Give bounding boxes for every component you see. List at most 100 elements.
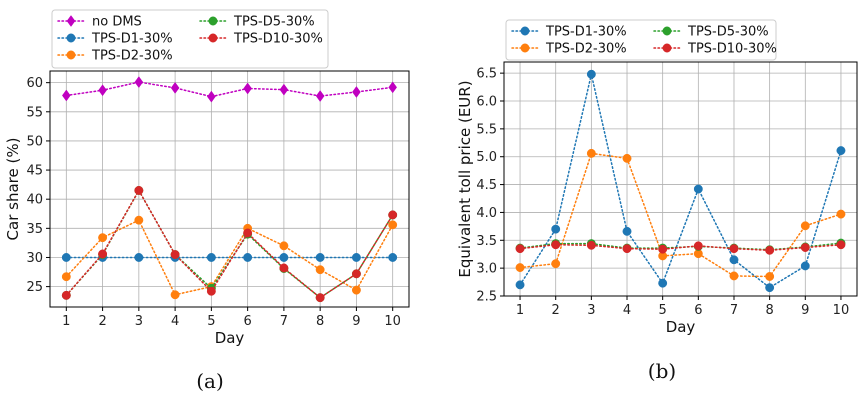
data-point (515, 244, 525, 254)
data-point (729, 255, 739, 265)
legend-box (51, 9, 329, 69)
series-line (65, 219, 394, 296)
x-axis-label: Day (215, 329, 245, 347)
data-point (388, 253, 398, 262)
series-line (65, 81, 394, 98)
x-tick-label: 10 (384, 314, 401, 329)
data-point (279, 83, 289, 96)
data-point (243, 82, 252, 95)
legend-item: TPS-D2-30% (57, 49, 173, 64)
legend-item: TPS-D10-30% (653, 42, 777, 57)
legend-label: TPS-D2-30% (545, 42, 627, 57)
data-point (98, 84, 107, 97)
legend-marker (66, 50, 76, 60)
data-point (765, 272, 775, 281)
data-point (551, 240, 561, 250)
y-tick-label: 35 (26, 222, 43, 237)
series-group (61, 76, 398, 303)
data-point (586, 148, 596, 158)
legend-item: TPS-D1-30% (57, 32, 173, 47)
data-point (352, 86, 361, 98)
y-axis-label: Car share (%) (4, 138, 22, 241)
data-point (134, 186, 144, 195)
x-tick-label: 5 (659, 303, 667, 318)
legend-label: TPS-D10-30% (687, 42, 777, 57)
series-tps-d10-30 (61, 186, 398, 303)
subfigure-caption: (a) (196, 369, 224, 393)
data-point (658, 244, 668, 254)
y-tick-label: 6.0 (476, 95, 497, 110)
legend-label: TPS-D5-30% (687, 25, 769, 40)
legend-box (505, 19, 777, 61)
data-point (279, 241, 289, 251)
data-point (62, 89, 71, 102)
x-tick-label: 5 (207, 314, 215, 329)
series-line (519, 243, 842, 252)
y-axis-label: Equivalent toll price (EUR) (456, 80, 474, 277)
series-group (515, 69, 846, 293)
data-point (134, 76, 144, 88)
legend-label: TPS-D2-30% (91, 49, 173, 64)
x-tick-label: 8 (316, 314, 324, 329)
data-point (279, 263, 289, 273)
x-tick-label: 1 (516, 303, 524, 318)
series-tps-d1-30 (515, 69, 846, 293)
y-tick-label: 3.0 (476, 262, 497, 277)
x-axis-label: Day (666, 318, 696, 336)
data-point (515, 263, 525, 273)
data-point (658, 278, 668, 288)
data-point (836, 240, 846, 250)
data-point (170, 250, 180, 260)
data-point (622, 226, 632, 236)
data-point (351, 285, 361, 295)
y-tick-label: 4.0 (476, 206, 497, 221)
series-no-dms (62, 76, 397, 103)
data-point (315, 90, 325, 102)
y-axis: 25 30 35 40 45 50 55 60 (26, 76, 50, 295)
data-point (622, 153, 632, 163)
legend-label: TPS-D1-30% (91, 32, 173, 47)
data-point (98, 249, 108, 259)
y-tick-label: 45 (26, 164, 43, 179)
legend: TPS-D1-30% TPS-D2-30% TPS-D5-30% TPS-D10-30… (505, 19, 777, 61)
legend-marker (66, 15, 76, 27)
legend-marker (66, 33, 76, 43)
data-point (693, 241, 703, 251)
data-point (388, 210, 398, 220)
x-tick-label: 9 (801, 303, 809, 318)
legend-marker (520, 43, 530, 53)
data-point (98, 233, 108, 243)
y-tick-label: 6.5 (476, 67, 497, 82)
series-tps-d10-30 (515, 240, 846, 255)
legend-item: TPS-D1-30% (511, 25, 627, 40)
data-point (836, 209, 846, 219)
data-point (315, 293, 325, 303)
data-point (315, 265, 325, 275)
y-tick-label: 3.5 (476, 234, 497, 249)
data-point (622, 244, 632, 254)
plot-frame (503, 61, 858, 297)
data-point (206, 286, 216, 296)
legend-label: TPS-D5-30% (233, 15, 315, 30)
subfigure-caption: (b) (648, 359, 676, 383)
series-tps-d5-30 (515, 238, 846, 255)
data-point (134, 215, 144, 225)
data-point (800, 261, 810, 271)
x-tick-label: 8 (766, 303, 774, 318)
y-tick-label: 2.5 (476, 290, 497, 305)
data-point (800, 221, 810, 231)
data-point (836, 146, 846, 156)
x-tick-label: 1 (62, 314, 70, 329)
data-point (800, 243, 810, 252)
y-tick-label: 60 (26, 76, 43, 91)
x-tick-label: 3 (135, 314, 143, 329)
data-point (388, 81, 397, 94)
series-tps-d2-30 (61, 215, 398, 300)
y-tick-label: 5.0 (476, 150, 497, 165)
data-point (765, 245, 775, 255)
series-line (65, 188, 394, 299)
legend-item: TPS-D10-30% (199, 32, 323, 47)
plot-frame (49, 70, 410, 308)
data-point (729, 271, 739, 281)
data-point (729, 244, 739, 254)
